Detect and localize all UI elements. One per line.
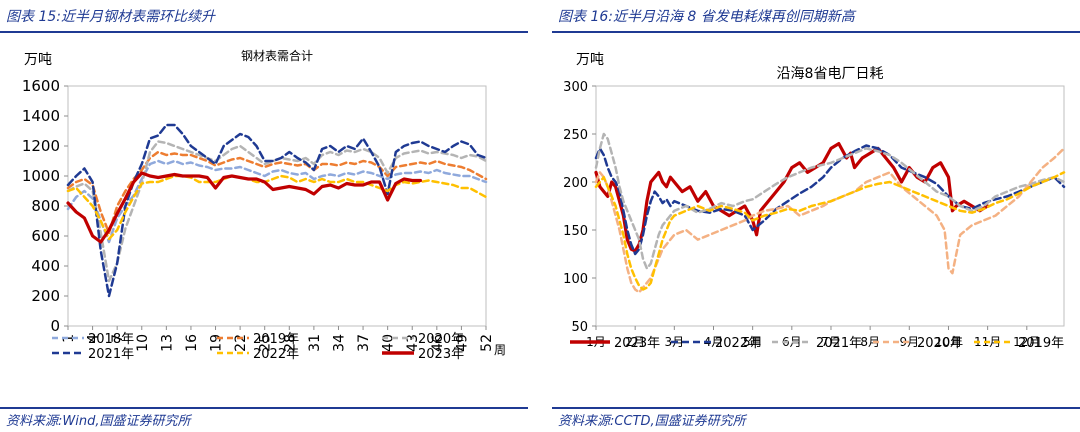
header-rule — [552, 31, 1080, 33]
legend-label: 2023年 — [418, 347, 464, 362]
x-tick-label: 7 — [110, 334, 126, 343]
x-tick-label: 43 — [405, 334, 421, 352]
y-tick-label: 0 — [50, 317, 60, 335]
x-tick-label: 19 — [209, 334, 225, 352]
x-axis-label: 周 — [494, 343, 506, 357]
legend-label: 2022年 — [715, 336, 761, 351]
coal-consumption-chart: 沿海8省电厂日耗万吨501001502002503001月2月3月4月5月6月7… — [563, 52, 1066, 351]
series-line-2021年 — [594, 132, 1066, 270]
plot-area-frame — [595, 85, 1065, 327]
plot-area-frame — [67, 85, 487, 327]
series-line-2018年 — [66, 159, 488, 244]
x-tick-label: 12月 — [1013, 335, 1040, 349]
footer-rule — [552, 407, 1080, 409]
x-tick-label: 49 — [454, 334, 470, 352]
y-tick-label: 200 — [31, 287, 60, 305]
x-tick-label: 13 — [159, 334, 175, 352]
x-tick-label: 16 — [184, 334, 200, 352]
x-tick-label: 10月 — [935, 335, 962, 349]
x-tick-label: 28 — [282, 334, 298, 352]
x-tick-label: 9月 — [899, 335, 919, 349]
y-tick-label: 100 — [563, 272, 588, 287]
legend-label: 2018年 — [88, 332, 134, 347]
x-tick-label: 5月 — [743, 335, 763, 349]
legend-label: 2019年 — [253, 332, 299, 347]
y-tick-label: 1600 — [22, 77, 60, 95]
y-tick-label: 400 — [31, 257, 60, 275]
x-tick-label: 25 — [258, 334, 274, 352]
x-tick-label: 1 — [61, 334, 77, 343]
y-tick-label: 250 — [563, 128, 588, 143]
y-tick-label: 1400 — [22, 107, 60, 125]
legend-label: 2022年 — [253, 347, 299, 362]
legend-label: 2023年 — [614, 336, 660, 351]
panel-header-title: 图表 16:近半月沿海 8 省发电耗煤再创同期新高 — [558, 9, 855, 25]
panel-source: 资料来源:CCTD,国盛证券研究所 — [558, 414, 746, 429]
series-line-2021年 — [66, 123, 488, 298]
x-tick-label: 7月 — [821, 335, 841, 349]
steel-demand-chart: 钢材表需合计 万吨 0 200 400 600 800 1000 1200 1400 1600 1 4 7… — [22, 48, 506, 362]
series-line-2022年 — [66, 174, 488, 241]
x-tick-label: 34 — [331, 334, 347, 352]
series-line-2020年 — [594, 147, 1066, 294]
x-tick-label: 46 — [430, 334, 446, 352]
y-tick-label: 600 — [31, 227, 60, 245]
panel-header: 图表 16:近半月沿海 8 省发电耗煤再创同期新高 — [552, 0, 1080, 33]
legend-label: 2019年 — [1018, 336, 1064, 351]
x-tick-label: 2月 — [625, 335, 645, 349]
y-tick-label: 1200 — [22, 137, 60, 155]
series-line-2023年 — [66, 171, 422, 244]
x-tick-label: 6月 — [782, 335, 802, 349]
x-tick-label: 40 — [381, 334, 397, 352]
y-tick-label: 200 — [563, 176, 588, 191]
legend-label: 2021年 — [88, 347, 134, 362]
chart-panel-coal: 图表 16:近半月沿海 8 省发电耗煤再创同期新高 沿海8省电厂日耗 万吨 50 10… — [552, 0, 1080, 432]
chart-title: 钢材表需合计 — [241, 48, 313, 63]
y-tick-label: 1000 — [22, 167, 60, 185]
y-tick-label: 150 — [563, 224, 588, 239]
x-tick-label: 31 — [307, 334, 323, 352]
panel-source: 资料来源:Wind,国盛证券研究所 — [6, 414, 191, 429]
legend-label: 2021年 — [816, 336, 862, 351]
x-tick-label: 37 — [356, 334, 372, 352]
series-line-2019年 — [594, 171, 1066, 291]
x-tick-label: 52 — [479, 334, 495, 352]
panel-header-title: 图表 15:近半月钢材表需环比续升 — [6, 9, 215, 25]
panel-header: 图表 15:近半月钢材表需环比续升 — [0, 0, 528, 33]
x-tick-label: 4 — [86, 334, 102, 343]
x-tick-label: 4月 — [704, 335, 724, 349]
x-tick-label: 10 — [135, 334, 151, 352]
chart-title: 沿海8省电厂日耗 — [777, 66, 884, 82]
x-tick-label: 8月 — [860, 335, 880, 349]
chart-panel-steel: 图表 15:近半月钢材表需环比续升 钢材表需合计 万吨 0 200 400 600 800 1… — [0, 0, 528, 432]
y-tick-label: 50 — [571, 320, 588, 335]
y-axis-label: 万吨 — [576, 52, 604, 68]
header-rule — [0, 31, 528, 33]
y-tick-label: 300 — [563, 80, 588, 95]
footer-rule — [0, 407, 528, 409]
x-tick-label: 22 — [233, 334, 249, 352]
legend-label: 2020年 — [418, 332, 464, 347]
legend-label: 2020年 — [917, 336, 963, 351]
y-tick-label: 800 — [31, 197, 60, 215]
y-axis-label: 万吨 — [24, 52, 52, 68]
